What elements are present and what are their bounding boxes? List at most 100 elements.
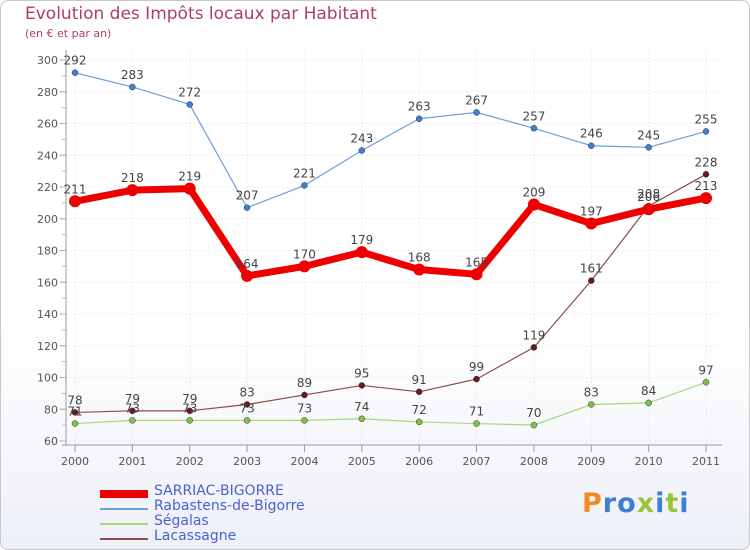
y-tick-label: 180: [37, 245, 58, 258]
x-tick-label: 2009: [577, 455, 605, 468]
y-tick-label: 80: [44, 403, 58, 416]
data-point: [415, 115, 423, 122]
data-point: [129, 407, 136, 415]
data-point: [473, 420, 480, 427]
legend-swatch: [100, 508, 148, 510]
data-label: 119: [522, 328, 545, 342]
data-label: 89: [297, 376, 312, 390]
data-point: [301, 417, 308, 424]
data-point: [71, 409, 79, 416]
logo-letter: o: [617, 488, 637, 519]
data-label: 283: [121, 68, 144, 82]
y-tick-label: 220: [37, 181, 58, 194]
data-label: 228: [695, 155, 718, 169]
data-label: 165: [465, 255, 488, 269]
data-point: [243, 204, 251, 211]
data-point: [588, 277, 595, 284]
data-label: 71: [469, 405, 484, 419]
data-label: 197: [580, 205, 603, 219]
data-point: [69, 195, 81, 208]
data-label: 74: [354, 400, 369, 414]
legend-swatch: [100, 490, 148, 498]
data-point: [702, 171, 710, 178]
data-label: 73: [239, 401, 254, 415]
x-tick-label: 2001: [118, 455, 146, 468]
x-tick-label: 2004: [290, 455, 318, 468]
data-label: 255: [695, 112, 718, 126]
data-label: 209: [522, 185, 545, 199]
legend-label: Ségalas: [154, 513, 209, 529]
data-point: [527, 198, 540, 211]
data-label: 208: [637, 187, 660, 201]
series-line-2: [74, 381, 707, 426]
data-label: 179: [350, 233, 373, 247]
series-line-0: [74, 185, 707, 280]
legend-swatch: [100, 523, 148, 525]
data-point: [645, 144, 652, 151]
data-label: 221: [293, 166, 316, 180]
data-point: [415, 388, 423, 396]
data-point: [702, 379, 710, 386]
data-label: 161: [580, 262, 603, 276]
data-label: 83: [239, 385, 254, 399]
data-label: 72: [412, 403, 427, 417]
data-point: [585, 217, 598, 230]
x-tick-label: 2000: [61, 455, 89, 468]
y-tick-label: 100: [37, 372, 58, 385]
y-tick-label: 260: [37, 118, 58, 131]
data-point: [71, 69, 79, 76]
data-point: [473, 109, 480, 116]
proxiti-logo: Proxiti: [582, 488, 690, 519]
data-point: [588, 401, 595, 408]
data-label: 272: [178, 85, 201, 99]
data-point: [126, 184, 139, 197]
logo-letter: i: [655, 488, 666, 519]
data-point: [301, 182, 308, 189]
data-point: [243, 417, 251, 424]
data-label: 219: [178, 170, 201, 184]
data-point: [358, 415, 366, 423]
data-label: 246: [580, 127, 603, 141]
data-point: [71, 420, 79, 427]
legend-label: SARRIAC-BIGORRE: [154, 483, 284, 499]
data-label: 84: [641, 384, 656, 398]
data-label: 73: [182, 401, 197, 415]
data-point: [415, 418, 423, 426]
data-point: [129, 417, 136, 424]
data-point: [530, 125, 538, 132]
y-tick-label: 140: [37, 308, 58, 321]
data-label: 71: [67, 405, 82, 419]
data-label: 263: [408, 100, 431, 114]
data-label: 168: [408, 251, 431, 265]
data-label: 170: [293, 247, 316, 261]
y-tick-label: 300: [37, 54, 58, 67]
x-tick-label: 2011: [692, 455, 720, 468]
data-label: 73: [125, 401, 140, 415]
data-point: [129, 83, 136, 91]
data-label: 164: [236, 257, 259, 271]
data-label: 207: [236, 189, 259, 203]
data-point: [702, 128, 710, 135]
legend-label: Lacassagne: [154, 528, 237, 544]
logo-letter: r: [602, 488, 618, 519]
data-point: [642, 203, 655, 216]
logo-letter: P: [582, 488, 603, 519]
x-tick-label: 2002: [176, 455, 204, 468]
data-label: 206: [637, 190, 660, 204]
data-point: [530, 421, 538, 429]
data-label: 73: [297, 401, 312, 415]
data-label: 267: [465, 93, 488, 107]
data-label: 211: [64, 182, 87, 196]
x-tick-label: 2005: [348, 455, 376, 468]
data-point: [588, 142, 595, 149]
data-point: [183, 182, 196, 195]
data-point: [355, 246, 368, 259]
x-tick-label: 2003: [233, 455, 261, 468]
data-label: 78: [67, 393, 82, 407]
data-point: [700, 192, 712, 205]
data-label: 213: [695, 179, 718, 193]
data-point: [413, 263, 426, 276]
data-label: 292: [64, 54, 87, 68]
data-label: 97: [698, 363, 713, 377]
